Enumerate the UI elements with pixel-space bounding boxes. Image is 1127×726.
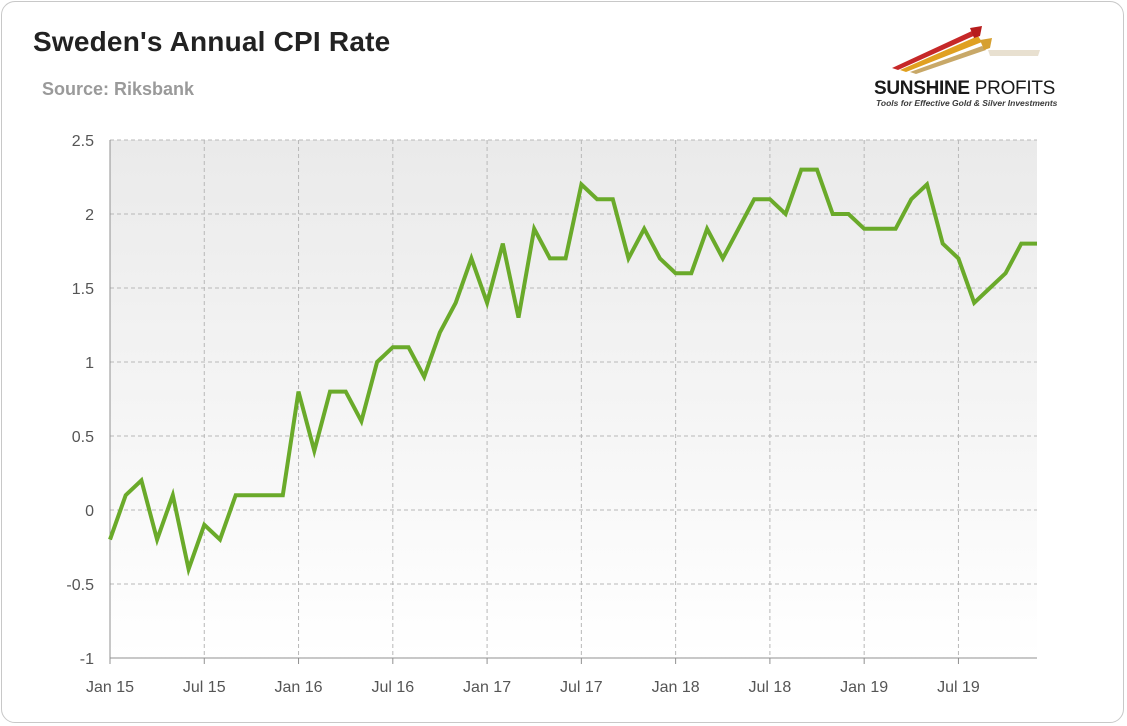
logo-tagline: Tools for Effective Gold & Silver Invest… [876, 98, 1058, 108]
x-tick-label: Jul 16 [371, 679, 414, 696]
y-tick-label: 1 [85, 355, 94, 372]
x-tick-label: Jan 17 [463, 679, 511, 696]
x-tick-label: Jan 19 [840, 679, 888, 696]
logo-name-light: PROFITS [969, 78, 1056, 99]
cpi-series-line [108, 167, 1037, 577]
y-tick-label: 2 [85, 207, 94, 224]
y-tick-label: 0.5 [72, 429, 94, 446]
x-tick-label: Jan 15 [86, 679, 134, 696]
logo-name-bold: SUNSHINE [874, 78, 970, 99]
x-tick-label: Jan 16 [275, 679, 323, 696]
x-tick-label: Jan 18 [652, 679, 700, 696]
y-tick-label: 1.5 [72, 281, 94, 298]
x-tick-label: Jul 18 [749, 679, 792, 696]
y-tick-label: 2.5 [72, 133, 94, 150]
x-tick-label: Jul 15 [183, 679, 226, 696]
x-tick-label: Jul 19 [937, 679, 980, 696]
chart-title: Sweden's Annual CPI Rate [33, 26, 391, 57]
x-tick-label: Jul 17 [560, 679, 603, 696]
y-tick-label: 0 [85, 503, 94, 520]
y-tick-label: -1 [80, 651, 94, 668]
logo-name: SUNSHINE PROFITS [874, 78, 1055, 100]
sunshine-profits-logo-icon [892, 26, 1040, 74]
chart-source: Source: Riksbank [42, 79, 195, 99]
y-tick-label: -0.5 [66, 577, 94, 594]
